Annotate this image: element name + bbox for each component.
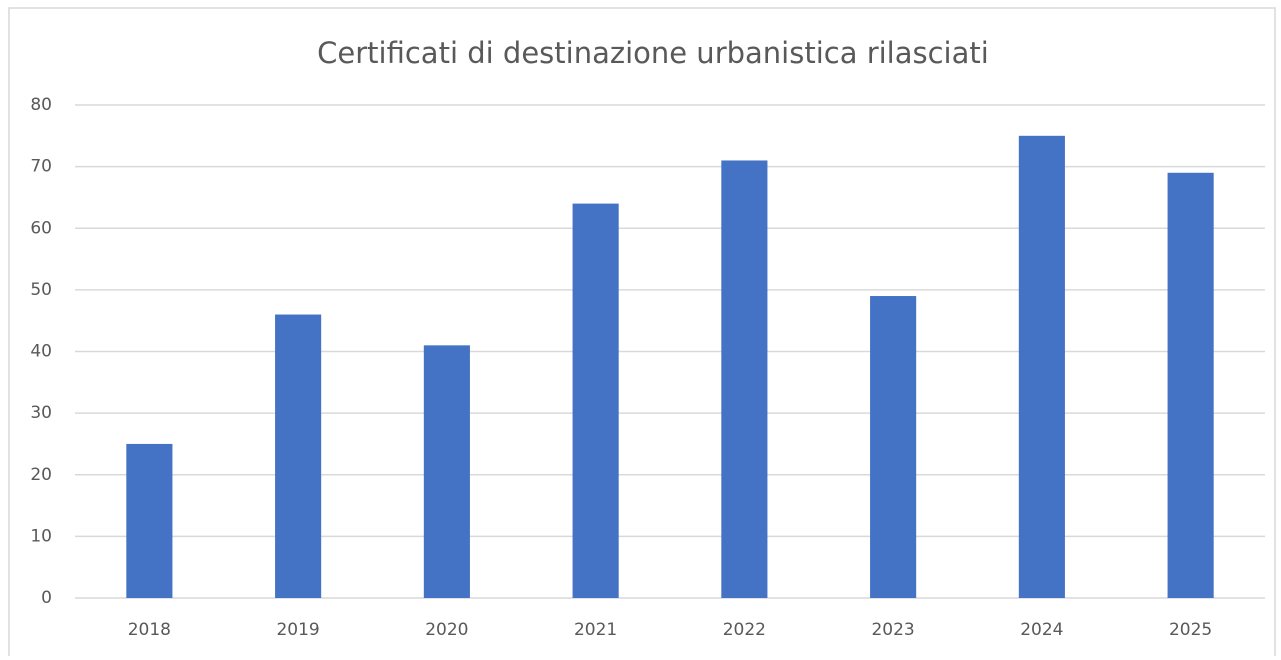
x-tick-label: 2020 — [425, 620, 468, 640]
y-tick-label: 60 — [30, 218, 52, 238]
chart-title: Certificati di destinazione urbanistica … — [317, 36, 989, 70]
x-tick-label: 2023 — [871, 620, 914, 640]
x-tick-label: 2018 — [128, 620, 171, 640]
bar — [423, 345, 470, 598]
y-tick-label: 70 — [30, 157, 52, 177]
x-tick-label: 2021 — [574, 620, 617, 640]
y-tick-label: 0 — [41, 588, 52, 608]
y-tick-label: 10 — [30, 526, 52, 546]
x-tick-label: 2024 — [1020, 620, 1063, 640]
x-tick-label: 2019 — [276, 620, 319, 640]
x-tick-label: 2022 — [723, 620, 766, 640]
y-tick-label: 20 — [30, 465, 52, 485]
bar — [572, 203, 619, 598]
bar — [1018, 135, 1065, 598]
bar — [126, 443, 173, 598]
x-tick-label: 2025 — [1169, 620, 1212, 640]
bar — [721, 160, 768, 598]
y-tick-label: 30 — [30, 403, 52, 423]
bar — [1167, 172, 1214, 598]
y-tick-label: 80 — [30, 95, 52, 115]
bar — [870, 296, 917, 598]
bar — [275, 314, 322, 598]
y-tick-label: 50 — [30, 280, 52, 300]
y-tick-label: 40 — [30, 342, 52, 362]
